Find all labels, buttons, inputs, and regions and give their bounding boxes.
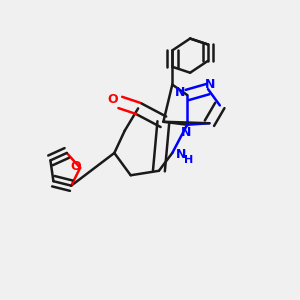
Text: O: O (107, 93, 118, 106)
Text: N: N (175, 85, 185, 98)
Text: N: N (181, 126, 191, 139)
Text: N: N (205, 78, 215, 91)
Text: N: N (176, 148, 186, 161)
Text: H: H (184, 154, 193, 164)
Text: O: O (70, 160, 81, 173)
